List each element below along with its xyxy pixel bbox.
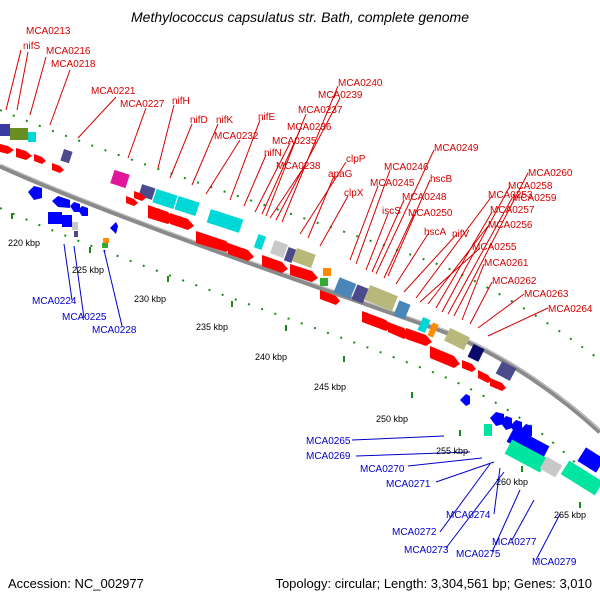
gene-label: MCA0257 (490, 205, 535, 216)
gene-label: MCA0240 (338, 78, 383, 89)
tick-label: 250 kbp (376, 414, 408, 424)
forward-gene-arrows (0, 144, 506, 391)
gene-label: MCA0218 (51, 59, 96, 70)
scale-labels: 220 kbp 225 kbp 230 kbp 235 kbp 240 kbp … (8, 238, 586, 520)
gene-label: MCA0275 (456, 549, 501, 560)
gene-label: nifD (190, 115, 208, 126)
gene-label: MCA0258 (508, 181, 553, 192)
gene-label: MCA0228 (92, 325, 137, 336)
gene-label: MCA0271 (386, 479, 431, 490)
gene-label: MCA0250 (408, 208, 453, 219)
gene-label: MCA0262 (492, 276, 537, 287)
gene-label: nifS (23, 41, 41, 52)
scale-tick-marks (11, 213, 581, 508)
gene-label: MCA0255 (472, 242, 517, 253)
tick-label: 245 kbp (314, 382, 346, 392)
gene-label: MCA0265 (306, 436, 351, 447)
gene-label: apaG (328, 169, 353, 180)
gene-label: nifH (172, 96, 190, 107)
gene-label: MCA0264 (548, 304, 593, 315)
gene-label: nifN (264, 148, 282, 159)
cog-feature-track (0, 124, 517, 381)
gene-label: MCA0237 (298, 105, 343, 116)
gene-label: MCA0261 (484, 258, 529, 269)
gene-label: nifE (258, 112, 276, 123)
gene-label: MCA0245 (370, 178, 415, 189)
tick-label: 260 kbp (496, 477, 528, 487)
gene-label: MCA0259 (512, 193, 557, 204)
tick-label: 220 kbp (8, 238, 40, 248)
reverse-gene-arrows (28, 186, 532, 438)
gene-label: MCA0216 (46, 46, 91, 57)
gene-label: MCA0239 (318, 90, 363, 101)
gene-label: MCA0279 (532, 557, 577, 568)
gene-label: MCA0224 (32, 296, 77, 307)
gene-label: MCA0263 (524, 289, 569, 300)
gene-label: hscA (424, 227, 447, 238)
tick-label: 235 kbp (196, 322, 228, 332)
tick-label: 265 kbp (554, 510, 586, 520)
reverse-gene-labels: MCA0224 MCA0225 MCA0228 MCA0265 MCA0269 … (32, 296, 577, 568)
map-title: Methylococcus capsulatus str. Bath, comp… (131, 9, 469, 25)
gene-label: MCA0213 (26, 26, 71, 37)
gene-label: clpX (344, 188, 364, 199)
gene-label: MCA0221 (91, 86, 136, 97)
gene-label: MCA0260 (528, 168, 573, 179)
gene-label: MCA0253 (488, 190, 533, 201)
gene-label: MCA0238 (276, 161, 321, 172)
gene-label: MCA0270 (360, 464, 405, 475)
tick-label: 230 kbp (134, 294, 166, 304)
gene-label: MCA0232 (214, 131, 259, 142)
forward-leader-lines (5, 49, 549, 337)
gene-label: MCA0246 (384, 162, 429, 173)
forward-gene-labels: MCA0213 nifS MCA0216 MCA0218 MCA0221 MCA… (23, 26, 593, 315)
reverse-leader-lines (63, 243, 561, 561)
tick-label: 225 kbp (72, 265, 104, 275)
gene-label: MCA0235 (272, 136, 317, 147)
genome-backbone (0, 163, 600, 434)
accession-label: Accession: NC_002977 (8, 576, 144, 591)
gene-label: MCA0272 (392, 527, 437, 538)
gene-label: clpP (346, 154, 366, 165)
gene-label: MCA0273 (404, 545, 449, 556)
tick-label: 240 kbp (255, 352, 287, 362)
gene-label: nifV (452, 229, 470, 240)
gene-label: iscS (382, 206, 401, 217)
gene-label: nifK (216, 115, 234, 126)
genome-summary: Topology: circular; Length: 3,304,561 bp… (275, 576, 592, 591)
tick-label: 255 kbp (436, 446, 468, 456)
reverse-cog-feature-track (48, 212, 600, 496)
gene-label: MCA0248 (402, 192, 447, 203)
gene-label: MCA0277 (492, 537, 537, 548)
gene-label: MCA0269 (306, 451, 351, 462)
gene-label: MCA0274 (446, 510, 491, 521)
gene-label: MCA0249 (434, 143, 479, 154)
gene-label: hscB (430, 174, 453, 185)
gene-label: MCA0225 (62, 312, 107, 323)
gene-label: MCA0227 (120, 99, 165, 110)
gene-label: MCA0256 (488, 220, 533, 231)
gene-label: MCA0236 (287, 122, 332, 133)
genome-backbone-highlight (0, 163, 600, 431)
